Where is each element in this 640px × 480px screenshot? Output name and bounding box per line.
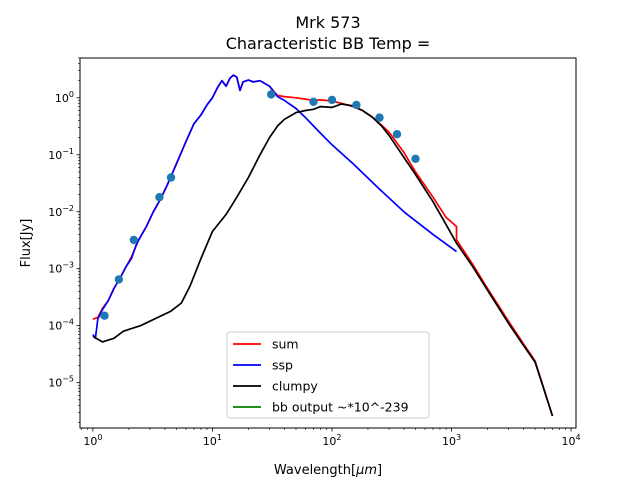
observation-point <box>155 193 164 202</box>
y-tick-label: 10−5 <box>48 375 74 390</box>
x-tick-label: 100 <box>83 433 102 448</box>
observation-point <box>309 97 318 107</box>
chart-subtitle: Characteristic BB Temp = <box>226 34 431 53</box>
y-tick-label: 10−1 <box>48 147 74 162</box>
observation-point <box>267 90 276 99</box>
legend-label-sum: sum <box>272 337 299 352</box>
observation-point <box>129 235 138 245</box>
plot-frame <box>79 57 577 429</box>
observation-point <box>327 95 337 105</box>
series-line-clumpy <box>92 103 554 417</box>
x-axis-ticks: 100 101 102 103 104 <box>81 428 581 448</box>
legend-label-bb: bb output ~*10^-239 <box>272 400 409 415</box>
legend-box <box>226 331 430 419</box>
x-tick-label: 101 <box>203 433 222 448</box>
y-axis-ticks: 10−5 10−4 10−3 10−2 10−1 100 <box>48 57 80 423</box>
chart-title: Mrk 573 <box>295 13 360 32</box>
observations-layer <box>100 90 420 320</box>
x-tick-label: 103 <box>442 433 461 448</box>
series-layer <box>92 74 554 417</box>
observation-point <box>375 113 384 122</box>
legend-label-ssp: ssp <box>272 358 293 373</box>
observation-point <box>352 100 361 110</box>
x-tick-label: 104 <box>562 433 581 448</box>
y-tick-label: 100 <box>55 90 74 105</box>
series-line-ssp <box>92 74 458 340</box>
observation-point <box>166 173 176 182</box>
x-tick-label: 102 <box>322 433 341 448</box>
y-tick-label: 10−2 <box>48 204 74 219</box>
legend-label-clumpy: clumpy <box>272 379 318 394</box>
y-axis-label: Flux[Jy] <box>19 219 34 268</box>
y-tick-label: 10−3 <box>48 261 74 276</box>
y-tick-label: 10−4 <box>48 318 74 333</box>
legend: sum ssp clumpy bb output ~*10^-239 <box>226 331 430 419</box>
observation-point <box>100 311 109 320</box>
observation-point <box>411 154 420 163</box>
observation-point <box>114 275 124 284</box>
observation-point <box>392 130 402 139</box>
x-axis-label: Wavelength[μm] <box>274 463 382 478</box>
